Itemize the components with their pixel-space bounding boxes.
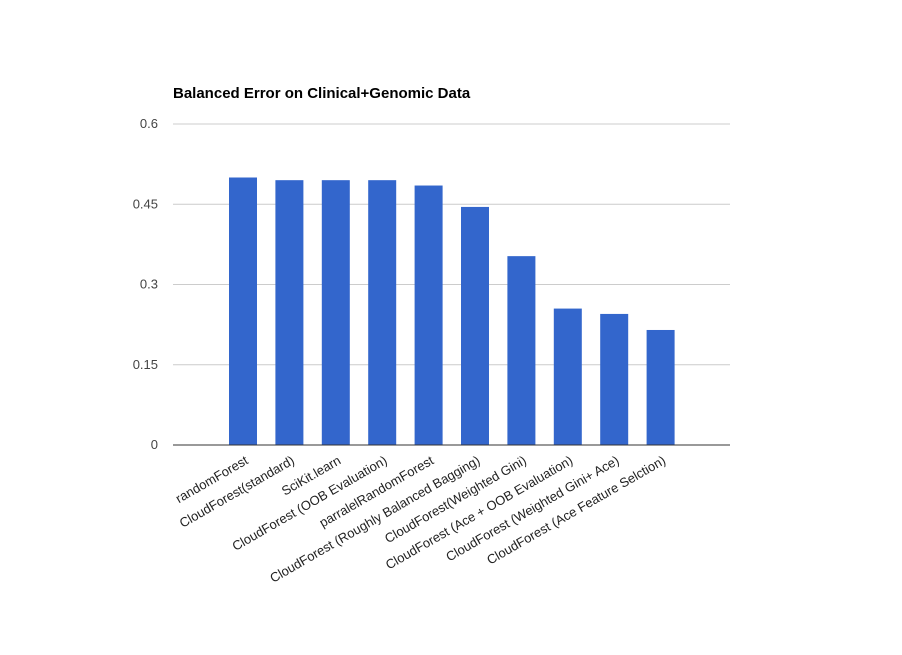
y-tick-label: 0.15 [133,357,158,372]
chart-title: Balanced Error on Clinical+Genomic Data [173,85,471,102]
bars [229,177,675,446]
bar [414,185,443,445]
gridlines [173,123,730,366]
bar [553,308,582,445]
bar [368,180,397,446]
bar [461,206,489,445]
y-tick-label: 0.6 [140,116,158,131]
y-tick-label: 0.3 [140,277,158,292]
bar [507,256,536,445]
bar [275,180,304,446]
y-tick-label: 0 [151,437,158,452]
bar [646,329,675,445]
bar [229,177,257,445]
y-tick-label: 0.45 [133,196,158,211]
bar [321,180,350,446]
y-axis-ticks: 0 0.15 0.3 0.45 0.6 [133,116,158,452]
x-axis-ticks: randomForestCloudForest(standard)SciKit.… [173,452,668,585]
bar [600,313,629,445]
